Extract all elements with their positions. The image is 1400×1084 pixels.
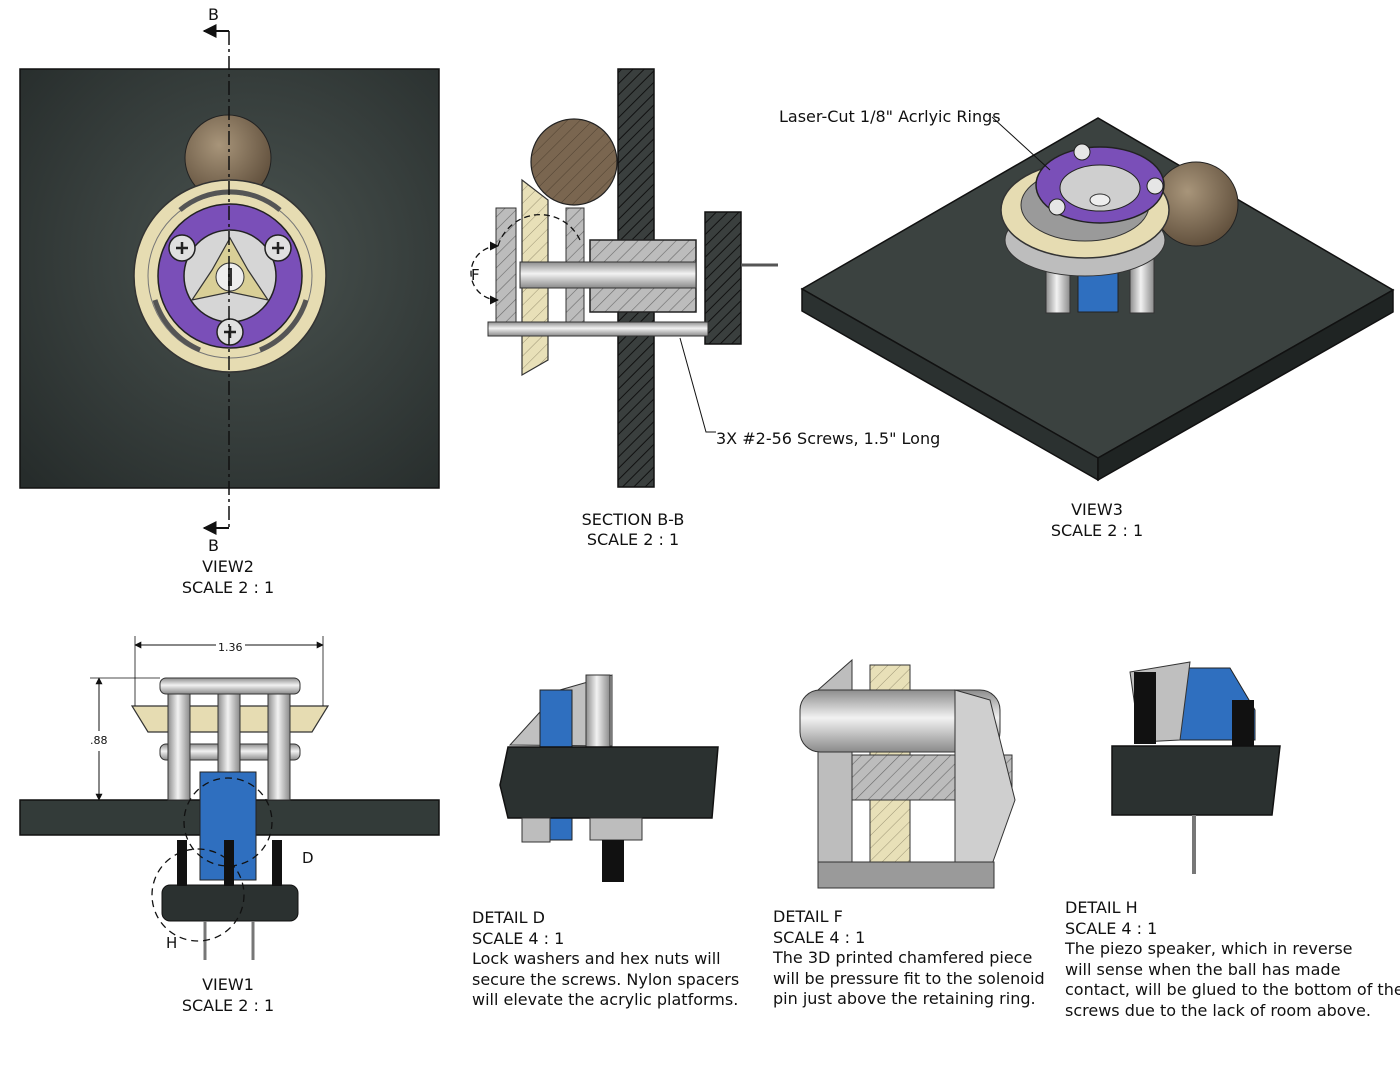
piezo-section (704, 211, 742, 345)
view1-scale: SCALE 2 : 1 (181, 996, 275, 1015)
detail-f-note-line: pin just above the retaining ring. (773, 989, 1036, 1008)
detail-marker-h: H (166, 934, 178, 952)
detail-h-note-line: will sense when the ball has made (1065, 959, 1341, 979)
detail-f-note-line: will be pressure fit to the solenoid (773, 968, 1045, 988)
view1-title: VIEW1 (202, 975, 254, 994)
detail-d-scale: SCALE 4 : 1 (472, 928, 565, 948)
screws-callout: 3X #2-56 Screws, 1.5" Long (716, 429, 941, 448)
board-detail-d (499, 746, 719, 819)
detail-h-note-line: contact, will be glued to the bottom of … (1065, 980, 1400, 999)
screw-section (487, 321, 709, 337)
width-dimension: 1.36 (216, 638, 245, 658)
rings-callout: Laser-Cut 1/8" Acrlyic Rings (779, 107, 1001, 126)
screw-head (216, 318, 244, 346)
view1-drawing (19, 636, 440, 960)
view3-drawing (800, 116, 1395, 482)
section-bb-title: SECTION B-B (581, 510, 685, 529)
detail-d-note-line: secure the screws. Nylon spacers (472, 969, 740, 989)
view3-scale: SCALE 2 : 1 (1050, 521, 1144, 540)
detail-d-note-line: Lock washers and hex nuts will (472, 949, 721, 968)
detail-h-note-line: screws due to the lack of room above. (1065, 1000, 1371, 1020)
section-bb-scale: SCALE 2 : 1 (586, 530, 680, 549)
piezo-side (161, 884, 299, 922)
detail-f-title: DETAIL F (773, 907, 843, 926)
screw-head (168, 234, 196, 262)
detail-h-drawing (1111, 661, 1281, 874)
detail-f-caption: DETAIL F SCALE 4 : 1 The 3D printed cham… (773, 907, 1045, 1010)
detail-d-drawing (499, 674, 719, 882)
section-bb-drawing (470, 68, 778, 488)
section-marker-top: B (208, 5, 219, 24)
piezo-detail-h (1111, 745, 1281, 816)
detail-marker-f: F (471, 266, 480, 284)
section-marker-bottom: B (208, 536, 219, 555)
view2-scale: SCALE 2 : 1 (181, 578, 275, 597)
detail-f-drawing (799, 658, 1016, 889)
ball-section (530, 118, 618, 206)
detail-h-scale: SCALE 4 : 1 (1065, 918, 1158, 938)
screw-head (264, 234, 292, 262)
view2-drawing (19, 24, 440, 535)
height-dimension: .88 (90, 731, 108, 751)
view2-title: VIEW2 (202, 557, 254, 576)
detail-h-title: DETAIL H (1065, 898, 1138, 917)
detail-f-scale: SCALE 4 : 1 (773, 927, 866, 947)
view3-title: VIEW3 (1071, 500, 1123, 519)
detail-d-title: DETAIL D (472, 908, 545, 927)
detail-d-note-line: will elevate the acrylic platforms. (472, 990, 739, 1009)
detail-h-note-line: The piezo speaker, which in reverse (1065, 939, 1353, 958)
detail-marker-d: D (302, 849, 314, 867)
detail-h-caption: DETAIL H SCALE 4 : 1 The piezo speaker, … (1065, 898, 1400, 1021)
detail-f-note-line: The 3D printed chamfered piece (773, 948, 1033, 967)
board-right-face (1097, 288, 1394, 482)
detail-d-caption: DETAIL D SCALE 4 : 1 Lock washers and he… (472, 908, 739, 1011)
